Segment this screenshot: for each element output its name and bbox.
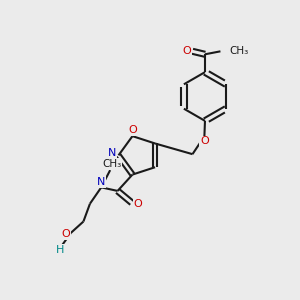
- Text: O: O: [129, 125, 137, 135]
- Text: N: N: [108, 148, 116, 158]
- Text: H: H: [56, 245, 64, 255]
- Text: O: O: [183, 46, 191, 56]
- Text: O: O: [134, 199, 142, 209]
- Text: O: O: [61, 229, 70, 239]
- Text: CH₃: CH₃: [102, 159, 121, 169]
- Text: N: N: [97, 177, 105, 187]
- Text: CH₃: CH₃: [230, 46, 249, 56]
- Text: O: O: [200, 136, 209, 146]
